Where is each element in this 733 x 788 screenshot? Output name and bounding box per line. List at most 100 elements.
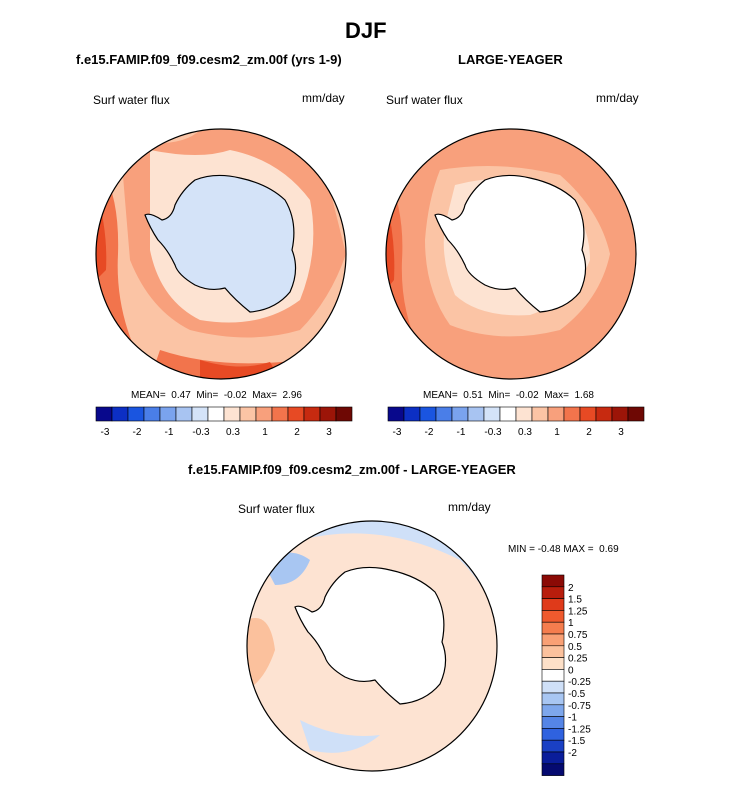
left-colorbar-swatch — [207, 406, 225, 422]
diff-colorbar-swatch — [541, 574, 565, 588]
diff-colorbar-tick-label: -1.25 — [568, 724, 591, 735]
right-colorbar: -3 -2 -1 -0.3 0.3 1 2 3 — [387, 406, 645, 438]
left-units-label: mm/day — [302, 91, 345, 105]
diff-min-label: MIN = — [508, 544, 535, 555]
right-colorbar-swatch — [451, 406, 469, 422]
right-colorbar-swatch — [611, 406, 629, 422]
diff-colorbar-swatch — [541, 751, 565, 765]
diff-colorbar-tick-label: -0.75 — [568, 701, 591, 712]
diff-colorbar-swatch — [541, 692, 565, 706]
left-min-label: Min= — [196, 390, 219, 401]
right-max-value: 1.68 — [574, 390, 594, 401]
left-map — [96, 129, 346, 379]
diff-colorbar-tick-label: 0 — [568, 665, 574, 676]
diff-colorbar-tick-label: -0.25 — [568, 677, 591, 688]
diff-colorbar-tick-label: -1.5 — [568, 736, 586, 747]
right-colorbar-tick-label: -1 — [457, 427, 466, 438]
right-mean-value: 0.51 — [463, 390, 483, 401]
left-colorbar-tick-label: -0.3 — [192, 427, 210, 438]
left-colorbar-swatch — [191, 406, 209, 422]
left-colorbar-tick-label: -3 — [101, 427, 110, 438]
diff-colorbar-tick-label: 0.25 — [568, 654, 588, 665]
diff-colorbar-swatch — [541, 610, 565, 623]
diff-colorbar-tick-label: -1 — [568, 713, 577, 724]
diff-units-label: mm/day — [448, 500, 491, 514]
right-colorbar-swatch — [595, 406, 613, 422]
right-map — [386, 129, 636, 379]
diff-map — [247, 521, 497, 771]
diff-panel-title: f.e15.FAMIP.f09_f09.cesm2_zm.00f - LARGE… — [188, 462, 516, 477]
right-colorbar-swatch — [515, 406, 533, 422]
diff-colorbar-tick-label: -2 — [568, 748, 577, 759]
diff-colorbar-swatch — [541, 586, 565, 599]
right-max-label: Max= — [544, 390, 569, 401]
right-colorbar-swatch — [387, 406, 405, 422]
left-colorbar-swatch — [287, 406, 305, 422]
diff-colorbar-swatch — [541, 704, 565, 717]
left-colorbar-swatch — [271, 406, 289, 422]
left-stats: MEAN= 0.47 Min= -0.02 Max= 2.96 — [131, 390, 302, 401]
right-stats: MEAN= 0.51 Min= -0.02 Max= 1.68 — [423, 390, 594, 401]
right-colorbar-swatch — [435, 406, 453, 422]
left-mean-label: MEAN= — [131, 390, 166, 401]
right-colorbar-tick-label: 1 — [554, 427, 560, 438]
diff-colorbar-tick-label: 0.5 — [568, 642, 582, 653]
diff-colorbar-tick-label: 1.5 — [568, 595, 582, 606]
right-units-label: mm/day — [596, 91, 639, 105]
left-colorbar-swatch — [303, 406, 321, 422]
main-title: DJF — [345, 18, 387, 43]
right-colorbar-swatch — [419, 406, 437, 422]
left-colorbar-swatch — [127, 406, 145, 422]
diff-colorbar-swatch — [541, 728, 565, 741]
diff-colorbar-tick-label: 1.25 — [568, 606, 588, 617]
right-colorbar-swatch — [403, 406, 421, 422]
diff-colorbar-swatch — [541, 763, 565, 776]
right-panel-title: LARGE-YEAGER — [458, 52, 563, 67]
right-colorbar-swatch — [499, 406, 517, 422]
left-max-label: Max= — [252, 390, 277, 401]
left-colorbar-swatch — [111, 406, 129, 422]
left-colorbar-swatch — [319, 406, 337, 422]
diff-colorbar-tick-label: 2 — [568, 583, 574, 594]
diff-max-label: MAX = — [563, 544, 594, 555]
right-colorbar-tick-label: 3 — [618, 427, 624, 438]
diff-min-value: -0.48 — [537, 544, 561, 555]
right-colorbar-swatch — [467, 406, 485, 422]
right-colorbar-swatch — [531, 406, 549, 422]
diff-colorbar-tick-label: 0.75 — [568, 630, 588, 641]
right-colorbar-swatch — [563, 406, 581, 422]
diff-stats: MIN = -0.48 MAX = 0.69 — [508, 544, 619, 555]
left-variable-label: Surf water flux — [93, 93, 170, 107]
left-colorbar-tick-label: -2 — [133, 427, 142, 438]
right-colorbar-tick-label: -3 — [393, 427, 402, 438]
right-colorbar-tick-label: -2 — [425, 427, 434, 438]
left-colorbar-swatch — [95, 406, 113, 422]
right-colorbar-swatch — [627, 406, 645, 422]
right-colorbar-swatch — [579, 406, 597, 422]
diff-colorbar-tick-label: -0.5 — [568, 689, 586, 700]
left-colorbar-tick-label: 2 — [294, 427, 300, 438]
left-colorbar-tick-label: 3 — [326, 427, 332, 438]
right-min-value: -0.02 — [515, 390, 539, 401]
right-colorbar-swatch — [483, 406, 501, 422]
left-colorbar-tick-label: 0.3 — [226, 427, 240, 438]
diff-colorbar: 21.51.2510.750.50.250-0.25-0.5-0.75-1-1.… — [541, 574, 591, 776]
right-variable-label: Surf water flux — [386, 93, 463, 107]
diff-colorbar-tick-label: 1 — [568, 618, 574, 629]
diff-colorbar-swatch — [541, 621, 565, 635]
diff-colorbar-swatch — [541, 669, 565, 682]
left-colorbar-swatch — [239, 406, 257, 422]
diff-variable-label: Surf water flux — [238, 502, 315, 516]
left-mean-value: 0.47 — [171, 390, 191, 401]
diff-colorbar-swatch — [541, 633, 565, 647]
left-max-value: 2.96 — [282, 390, 302, 401]
left-colorbar-swatch — [143, 406, 161, 422]
left-colorbar-swatch — [255, 406, 273, 422]
right-colorbar-tick-label: 0.3 — [518, 427, 532, 438]
left-panel-title: f.e15.FAMIP.f09_f09.cesm2_zm.00f (yrs 1-… — [76, 52, 342, 67]
diff-colorbar-swatch — [541, 739, 565, 753]
left-colorbar: -3 -2 -1 -0.3 0.3 1 2 3 — [95, 406, 353, 438]
diff-colorbar-swatch — [541, 598, 565, 611]
diff-colorbar-swatch — [541, 657, 565, 670]
